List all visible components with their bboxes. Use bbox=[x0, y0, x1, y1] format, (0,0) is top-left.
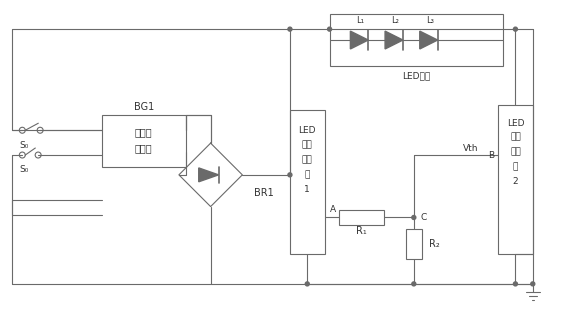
Text: 器: 器 bbox=[305, 170, 310, 179]
Text: L₁: L₁ bbox=[356, 16, 364, 25]
Circle shape bbox=[288, 27, 292, 31]
Text: 可控硅: 可控硅 bbox=[135, 127, 152, 137]
Text: LED灯串: LED灯串 bbox=[402, 71, 430, 80]
Text: A: A bbox=[329, 205, 336, 214]
Circle shape bbox=[305, 282, 309, 286]
Bar bbox=[498, 106, 533, 254]
Text: LED: LED bbox=[298, 126, 316, 135]
Circle shape bbox=[412, 282, 416, 286]
Polygon shape bbox=[385, 31, 403, 49]
Text: LED: LED bbox=[507, 119, 524, 128]
Text: S₀: S₀ bbox=[20, 165, 29, 174]
Polygon shape bbox=[420, 31, 438, 49]
Text: BG1: BG1 bbox=[134, 102, 154, 113]
Text: S₀: S₀ bbox=[20, 141, 29, 150]
Text: 2: 2 bbox=[513, 177, 518, 186]
Bar bbox=[102, 115, 186, 167]
Bar bbox=[329, 14, 503, 66]
Text: L₂: L₂ bbox=[391, 16, 399, 25]
Bar bbox=[406, 230, 422, 259]
Text: C: C bbox=[421, 213, 427, 222]
Text: R₁: R₁ bbox=[356, 226, 366, 236]
Text: 控制: 控制 bbox=[302, 155, 312, 165]
Text: 恒流: 恒流 bbox=[510, 133, 521, 142]
Text: 1: 1 bbox=[305, 185, 310, 194]
Text: R₂: R₂ bbox=[429, 239, 439, 249]
Text: 控制: 控制 bbox=[510, 147, 521, 157]
Polygon shape bbox=[199, 168, 219, 182]
Text: 器: 器 bbox=[513, 162, 518, 171]
Circle shape bbox=[288, 173, 292, 177]
Circle shape bbox=[514, 282, 518, 286]
Text: B: B bbox=[488, 151, 494, 159]
Text: 调光器: 调光器 bbox=[135, 143, 152, 153]
Circle shape bbox=[328, 27, 332, 31]
Circle shape bbox=[531, 282, 535, 286]
Bar bbox=[339, 210, 384, 225]
Circle shape bbox=[514, 27, 518, 31]
Bar bbox=[290, 110, 325, 254]
Circle shape bbox=[412, 216, 416, 219]
Text: L₃: L₃ bbox=[426, 16, 434, 25]
Text: BR1: BR1 bbox=[254, 188, 274, 198]
Polygon shape bbox=[350, 31, 368, 49]
Text: Vth: Vth bbox=[463, 144, 478, 152]
Text: 恒流: 恒流 bbox=[302, 141, 312, 150]
